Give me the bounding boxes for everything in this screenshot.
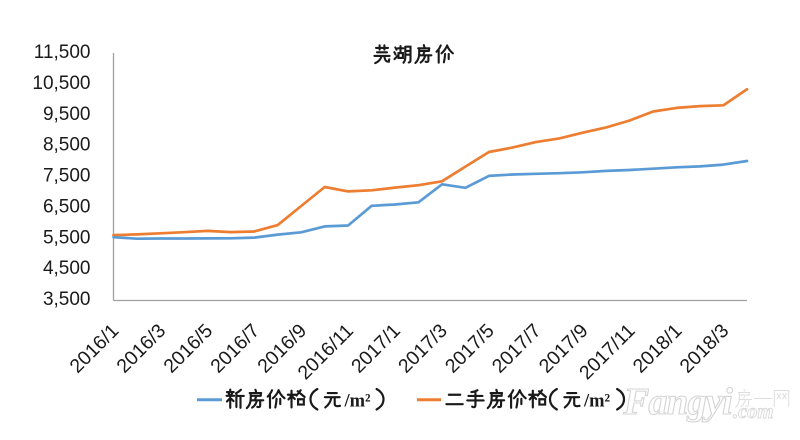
svg-text:8,500: 8,500 xyxy=(43,135,91,156)
svg-text:2018/1: 2018/1 xyxy=(629,320,687,378)
svg-text:3,500: 3,500 xyxy=(43,289,91,310)
svg-text:2016/5: 2016/5 xyxy=(159,320,217,378)
svg-text:2016/3: 2016/3 xyxy=(112,320,170,378)
svg-text:5,500: 5,500 xyxy=(43,227,91,248)
svg-text:/m²: /m² xyxy=(344,392,372,412)
svg-text:/m²: /m² xyxy=(583,392,611,412)
svg-text:2018/3: 2018/3 xyxy=(676,320,734,378)
svg-text:2017/7: 2017/7 xyxy=(488,320,546,378)
svg-text:2016/1: 2016/1 xyxy=(66,320,124,378)
svg-text:11,500: 11,500 xyxy=(34,42,91,63)
svg-text:.com: .com xyxy=(733,401,773,423)
svg-text:2017/5: 2017/5 xyxy=(441,320,499,378)
svg-text:2017/1: 2017/1 xyxy=(347,320,405,378)
svg-text:10,500: 10,500 xyxy=(32,73,90,94)
svg-text:Fangyi: Fangyi xyxy=(623,381,734,423)
svg-text:2016/7: 2016/7 xyxy=(206,320,264,378)
svg-text:6,500: 6,500 xyxy=(43,196,91,217)
svg-text:4,500: 4,500 xyxy=(43,258,91,279)
svg-text:7,500: 7,500 xyxy=(43,166,91,187)
svg-text:9,500: 9,500 xyxy=(43,104,91,125)
svg-text:2017/3: 2017/3 xyxy=(394,320,452,378)
